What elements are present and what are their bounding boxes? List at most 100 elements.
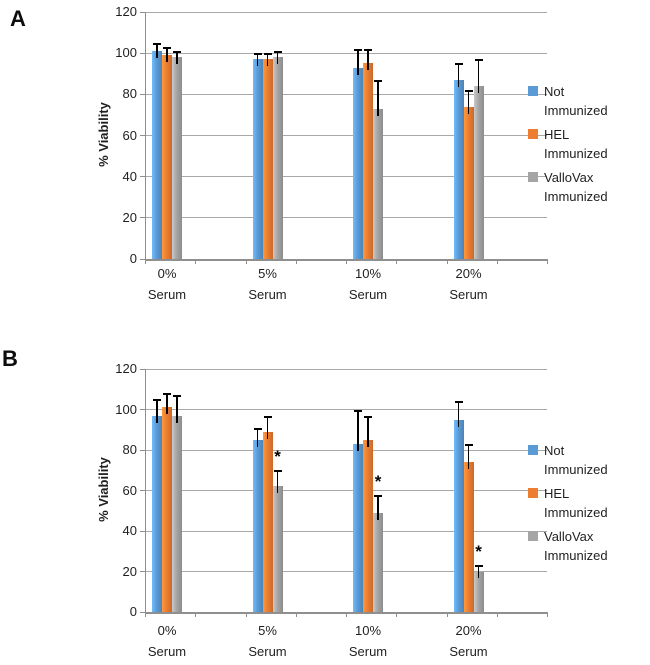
- error-bar-cap: [253, 427, 262, 430]
- error-bar-stem: [256, 427, 259, 447]
- x-category-label-line: Serum: [449, 644, 488, 659]
- error-bar-cap: [464, 90, 473, 93]
- x-category-label-line: Serum: [147, 644, 187, 659]
- y-tick-label: 0: [129, 604, 137, 619]
- x-axis-tick: [195, 259, 197, 264]
- legend-label-line: Immunized: [544, 189, 608, 204]
- error-bar-stem: [256, 53, 259, 67]
- bar: [353, 443, 363, 612]
- legend-item: Not Immunized: [528, 441, 646, 479]
- error-bar-stem: [377, 79, 379, 116]
- error-bar-cap: [454, 63, 463, 66]
- error-bar-stem: [457, 401, 460, 427]
- x-category-label-line: 10%: [354, 623, 382, 638]
- y-axis-tick: [140, 449, 145, 451]
- y-tick-label: 40: [122, 168, 137, 184]
- bar: [463, 106, 474, 259]
- bar: [373, 512, 383, 612]
- x-category-label-line: 20%: [455, 266, 482, 281]
- x-category-label: 20% Serum: [424, 620, 514, 662]
- error-bar-cap: [354, 49, 362, 52]
- x-axis-tick: [145, 259, 146, 264]
- bar: [473, 571, 484, 612]
- error-bar-stem: [176, 395, 178, 423]
- error-bar-stem: [467, 90, 470, 114]
- error-bar-stem: [367, 49, 369, 71]
- error-bar-stem: [276, 51, 279, 65]
- bar: [373, 108, 383, 259]
- x-axis-tick: [295, 259, 297, 264]
- x-axis-tick: [245, 259, 247, 264]
- bar: [272, 57, 283, 259]
- error-bar-stem: [477, 565, 480, 579]
- legend-label-line: Immunized: [544, 505, 608, 520]
- legend-marker-swatch: [528, 129, 538, 139]
- bar: [252, 439, 263, 612]
- x-category-label: 0% Serum: [122, 263, 212, 305]
- error-bar-stem: [266, 415, 269, 439]
- error-bar-cap: [454, 401, 463, 404]
- y-axis-tick: [140, 409, 145, 410]
- significance-asterisk: *: [274, 447, 281, 467]
- legend-label-line: HEL: [544, 486, 570, 501]
- x-axis-tick: [346, 612, 347, 617]
- x-axis-tick: [396, 612, 398, 617]
- legend-label-line: Immunized: [544, 146, 608, 161]
- gridline: [145, 93, 547, 95]
- y-axis-tick: [140, 135, 145, 136]
- legend-marker-swatch: [528, 86, 538, 96]
- error-bar-cap: [273, 51, 282, 54]
- y-tick-label: 20: [122, 563, 137, 579]
- legend-item: Not Immunized: [528, 82, 646, 120]
- bar: [363, 63, 373, 259]
- bar: [162, 55, 172, 259]
- gridline: [145, 217, 547, 219]
- error-bar-stem: [457, 63, 460, 87]
- bar: [172, 415, 182, 612]
- y-tick-label: 100: [115, 45, 137, 61]
- error-bar-cap: [374, 79, 382, 82]
- legend-item: HEL Immunized: [528, 125, 646, 163]
- gridline: [145, 490, 547, 491]
- y-axis-tick: [140, 368, 145, 370]
- legend-label: HEL Immunized: [544, 125, 608, 163]
- error-bar-cap: [474, 59, 483, 62]
- error-bar-cap: [173, 51, 181, 54]
- legend: Not Immunized HEL Immunized ValloVax Immunize…: [528, 441, 646, 570]
- error-bar-cap: [253, 53, 262, 56]
- x-category-label-line: 5%: [258, 266, 277, 281]
- x-axis-tick: [547, 612, 548, 617]
- legend-label-line: HEL: [544, 127, 570, 142]
- legend-label-line: ValloVax: [544, 170, 594, 185]
- x-axis-tick: [446, 259, 448, 264]
- x-axis-tick: [396, 259, 398, 264]
- bar: [172, 57, 182, 259]
- error-bar-cap: [163, 393, 171, 396]
- legend-marker-swatch: [528, 445, 538, 455]
- x-category-label-line: 20%: [455, 623, 482, 638]
- x-category-label-line: Serum: [348, 644, 388, 659]
- legend-label: HEL Immunized: [544, 484, 608, 522]
- y-axis-line: [145, 12, 146, 260]
- x-category-label-line: 0%: [157, 623, 177, 638]
- panel-a-label: A: [10, 6, 26, 31]
- error-bar-stem: [156, 399, 158, 423]
- error-bar-cap: [153, 42, 161, 45]
- y-axis-tick: [140, 52, 145, 54]
- legend: Not Immunized HEL Immunized ValloVax Immunize…: [528, 82, 646, 211]
- y-axis-tick: [140, 217, 145, 219]
- error-bar-stem: [477, 59, 480, 94]
- legend-item: ValloVax Immunized: [528, 527, 646, 565]
- gridline: [145, 176, 547, 178]
- error-bar-stem: [166, 393, 168, 415]
- gridline: [145, 11, 547, 13]
- error-bar-stem: [156, 42, 158, 59]
- error-bar-cap: [364, 49, 372, 52]
- legend-marker-swatch: [528, 172, 538, 182]
- legend-label-line: Immunized: [544, 462, 608, 477]
- legend-label-line: Not: [544, 443, 565, 458]
- legend-label: Not Immunized: [544, 82, 608, 120]
- legend-item: HEL Immunized: [528, 484, 646, 522]
- error-bar-cap: [273, 470, 282, 473]
